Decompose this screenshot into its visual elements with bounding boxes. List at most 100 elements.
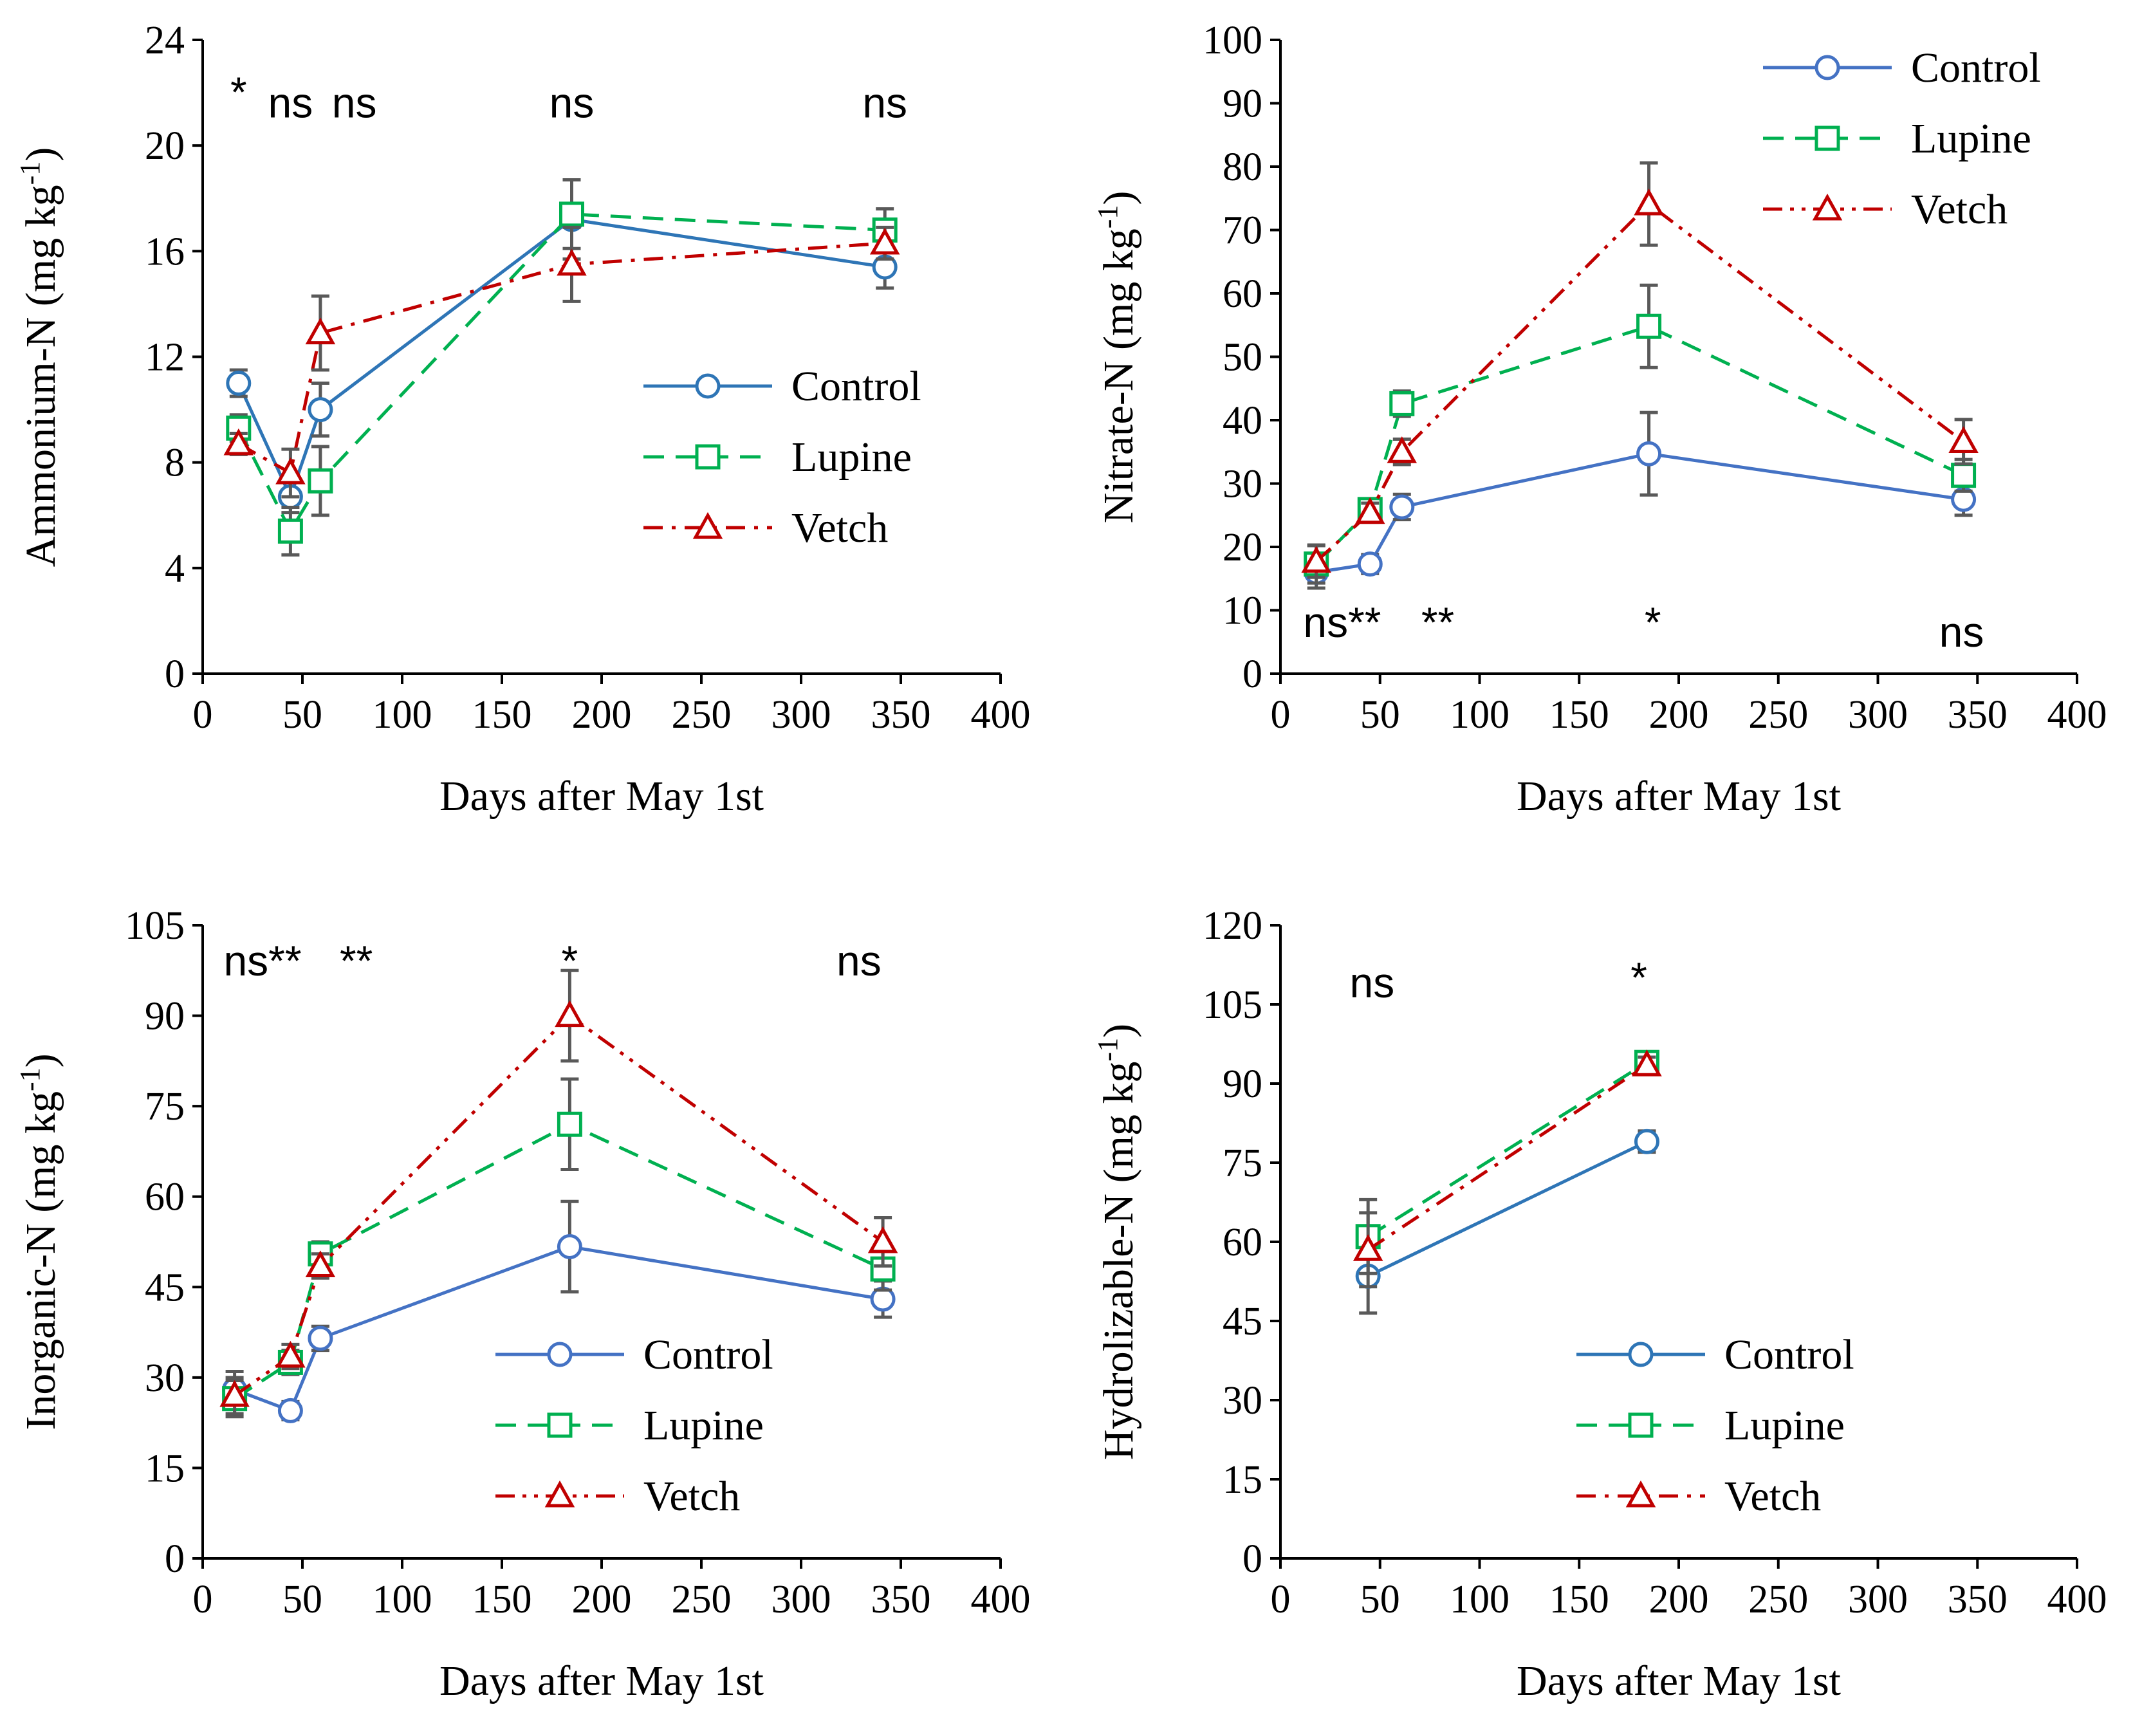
y-axis-title: Ammonium-N (mg kg-1) [14,147,64,568]
x-tick-label: 350 [1948,1578,2008,1621]
data-point [277,518,303,544]
legend-marker [1628,1412,1654,1438]
significance-label: ns** [1303,598,1381,646]
y-axis-title-close: ) [1095,191,1142,205]
legend-label: Control [1724,1331,1854,1378]
y-tick-label: 16 [145,230,185,273]
x-tick-label: 400 [971,693,1031,737]
chart-panel-4: 0 50 100 150 200 250 300 350 400 0 15 30 45 60 75 90 105… [1092,904,2107,1704]
y-tick-label: 0 [165,1537,185,1581]
data-point [1634,1129,1659,1154]
x-tick-label: 350 [871,1578,931,1621]
x-tick-label: 100 [373,1578,432,1621]
x-tick-label: 200 [572,1578,632,1621]
x-tick-label: 200 [1649,693,1709,737]
series-line [237,212,885,535]
data-point [1634,188,1664,216]
legend-label: Control [791,363,921,410]
series-vetch [1301,161,1979,579]
x-tick-label: 250 [672,1578,732,1621]
data-point [869,227,900,255]
y-tick-label: 0 [1242,1537,1262,1581]
y-tick-label: 50 [1223,336,1262,380]
y-tick-label: 8 [165,441,185,485]
data-point [275,457,306,485]
y-tick-label: 15 [145,1446,185,1490]
x-tick-label: 350 [871,693,931,737]
y-tick-label: 40 [1223,399,1262,443]
x-axis-title: Days after May 1st [439,1658,764,1704]
x-tick-label: 300 [771,1578,831,1621]
y-tick-label: 60 [1223,1221,1262,1264]
y-tick-label: 15 [1223,1458,1262,1502]
x-tick-label: 100 [1450,693,1510,737]
y-tick-label: 0 [1242,652,1262,696]
legend-label: Control [1911,44,2041,91]
y-tick-label: 30 [1223,463,1262,506]
y-tick-label: 90 [145,995,185,1039]
y-tick-label: 20 [145,124,185,168]
data-point [555,1000,585,1028]
x-tick-label: 400 [2047,693,2107,737]
y-tick-label: 105 [1203,983,1262,1027]
series-line [1367,1061,1648,1238]
legend-label: Vetch [791,504,888,551]
y-tick-label: 24 [145,19,185,62]
data-point [1301,546,1331,573]
y-tick-label: 75 [145,1085,185,1129]
legend-label: Lupine [1724,1402,1845,1449]
x-tick-label: 350 [1948,693,2008,737]
data-point [308,397,333,423]
series-control [222,1199,896,1423]
y-tick-label: 100 [1203,19,1262,62]
data-point [1632,1049,1662,1076]
x-tick-label: 150 [472,693,532,737]
significance-label: * [562,937,578,984]
x-tick-label: 400 [2047,1578,2107,1621]
series-line [237,241,885,476]
legend: Control Lupine Vetch [495,1331,773,1520]
chart-panel-1: 0 50 100 150 200 250 300 350 400 0 4 8 12 16 20 24 Days … [14,19,1031,820]
x-axis-title: Days after May 1st [1517,1658,1841,1704]
series-lupine [1304,283,1977,585]
x-tick-label: 50 [282,1578,322,1621]
series-line [1367,1140,1648,1278]
y-tick-label: 90 [1223,82,1262,126]
y-tick-label: 45 [145,1266,185,1309]
significance-label: ns [549,79,595,127]
x-axis-title: Days after May 1st [439,773,764,820]
series-line [237,217,885,501]
y-axis-title-main: Ammonium-N (mg kg [17,185,64,567]
y-axis-title-superscript: -1 [14,162,46,185]
y-axis-title-close: ) [17,1053,64,1067]
significance-label: ** [340,937,373,984]
y-axis-title-superscript: -1 [1092,205,1123,229]
data-point [275,1340,306,1368]
data-point [557,248,587,276]
chart-panel-2: 0 50 100 150 200 250 300 350 400 0 10 20 30 40 50 60 70 8… [1092,19,2107,820]
x-tick-label: 300 [1848,1578,1908,1621]
y-axis-title: Nitrate-N (mg kg-1) [1092,191,1142,524]
x-tick-label: 50 [1360,1578,1400,1621]
data-point [305,1250,336,1277]
x-tick-label: 400 [971,1578,1031,1621]
y-axis-title-superscript: -1 [1092,1038,1123,1062]
x-tick-label: 0 [193,1578,213,1621]
significance-label: * [1630,954,1647,1001]
legend-label: Vetch [1911,186,2008,233]
series-line [1367,1064,1648,1251]
series-vetch [219,968,898,1416]
y-axis-title-close: ) [1095,1024,1142,1038]
series-line [1315,324,1964,566]
y-tick-label: 60 [145,1176,185,1219]
data-point [308,468,333,494]
data-point [1355,497,1385,524]
significance-label: ** [1421,598,1454,646]
data-point [308,1325,333,1351]
significance-label: ns [836,937,882,984]
data-point [1389,391,1415,416]
y-axis-title-superscript: -1 [14,1067,46,1091]
data-point [559,201,584,227]
data-point [1353,1234,1383,1261]
